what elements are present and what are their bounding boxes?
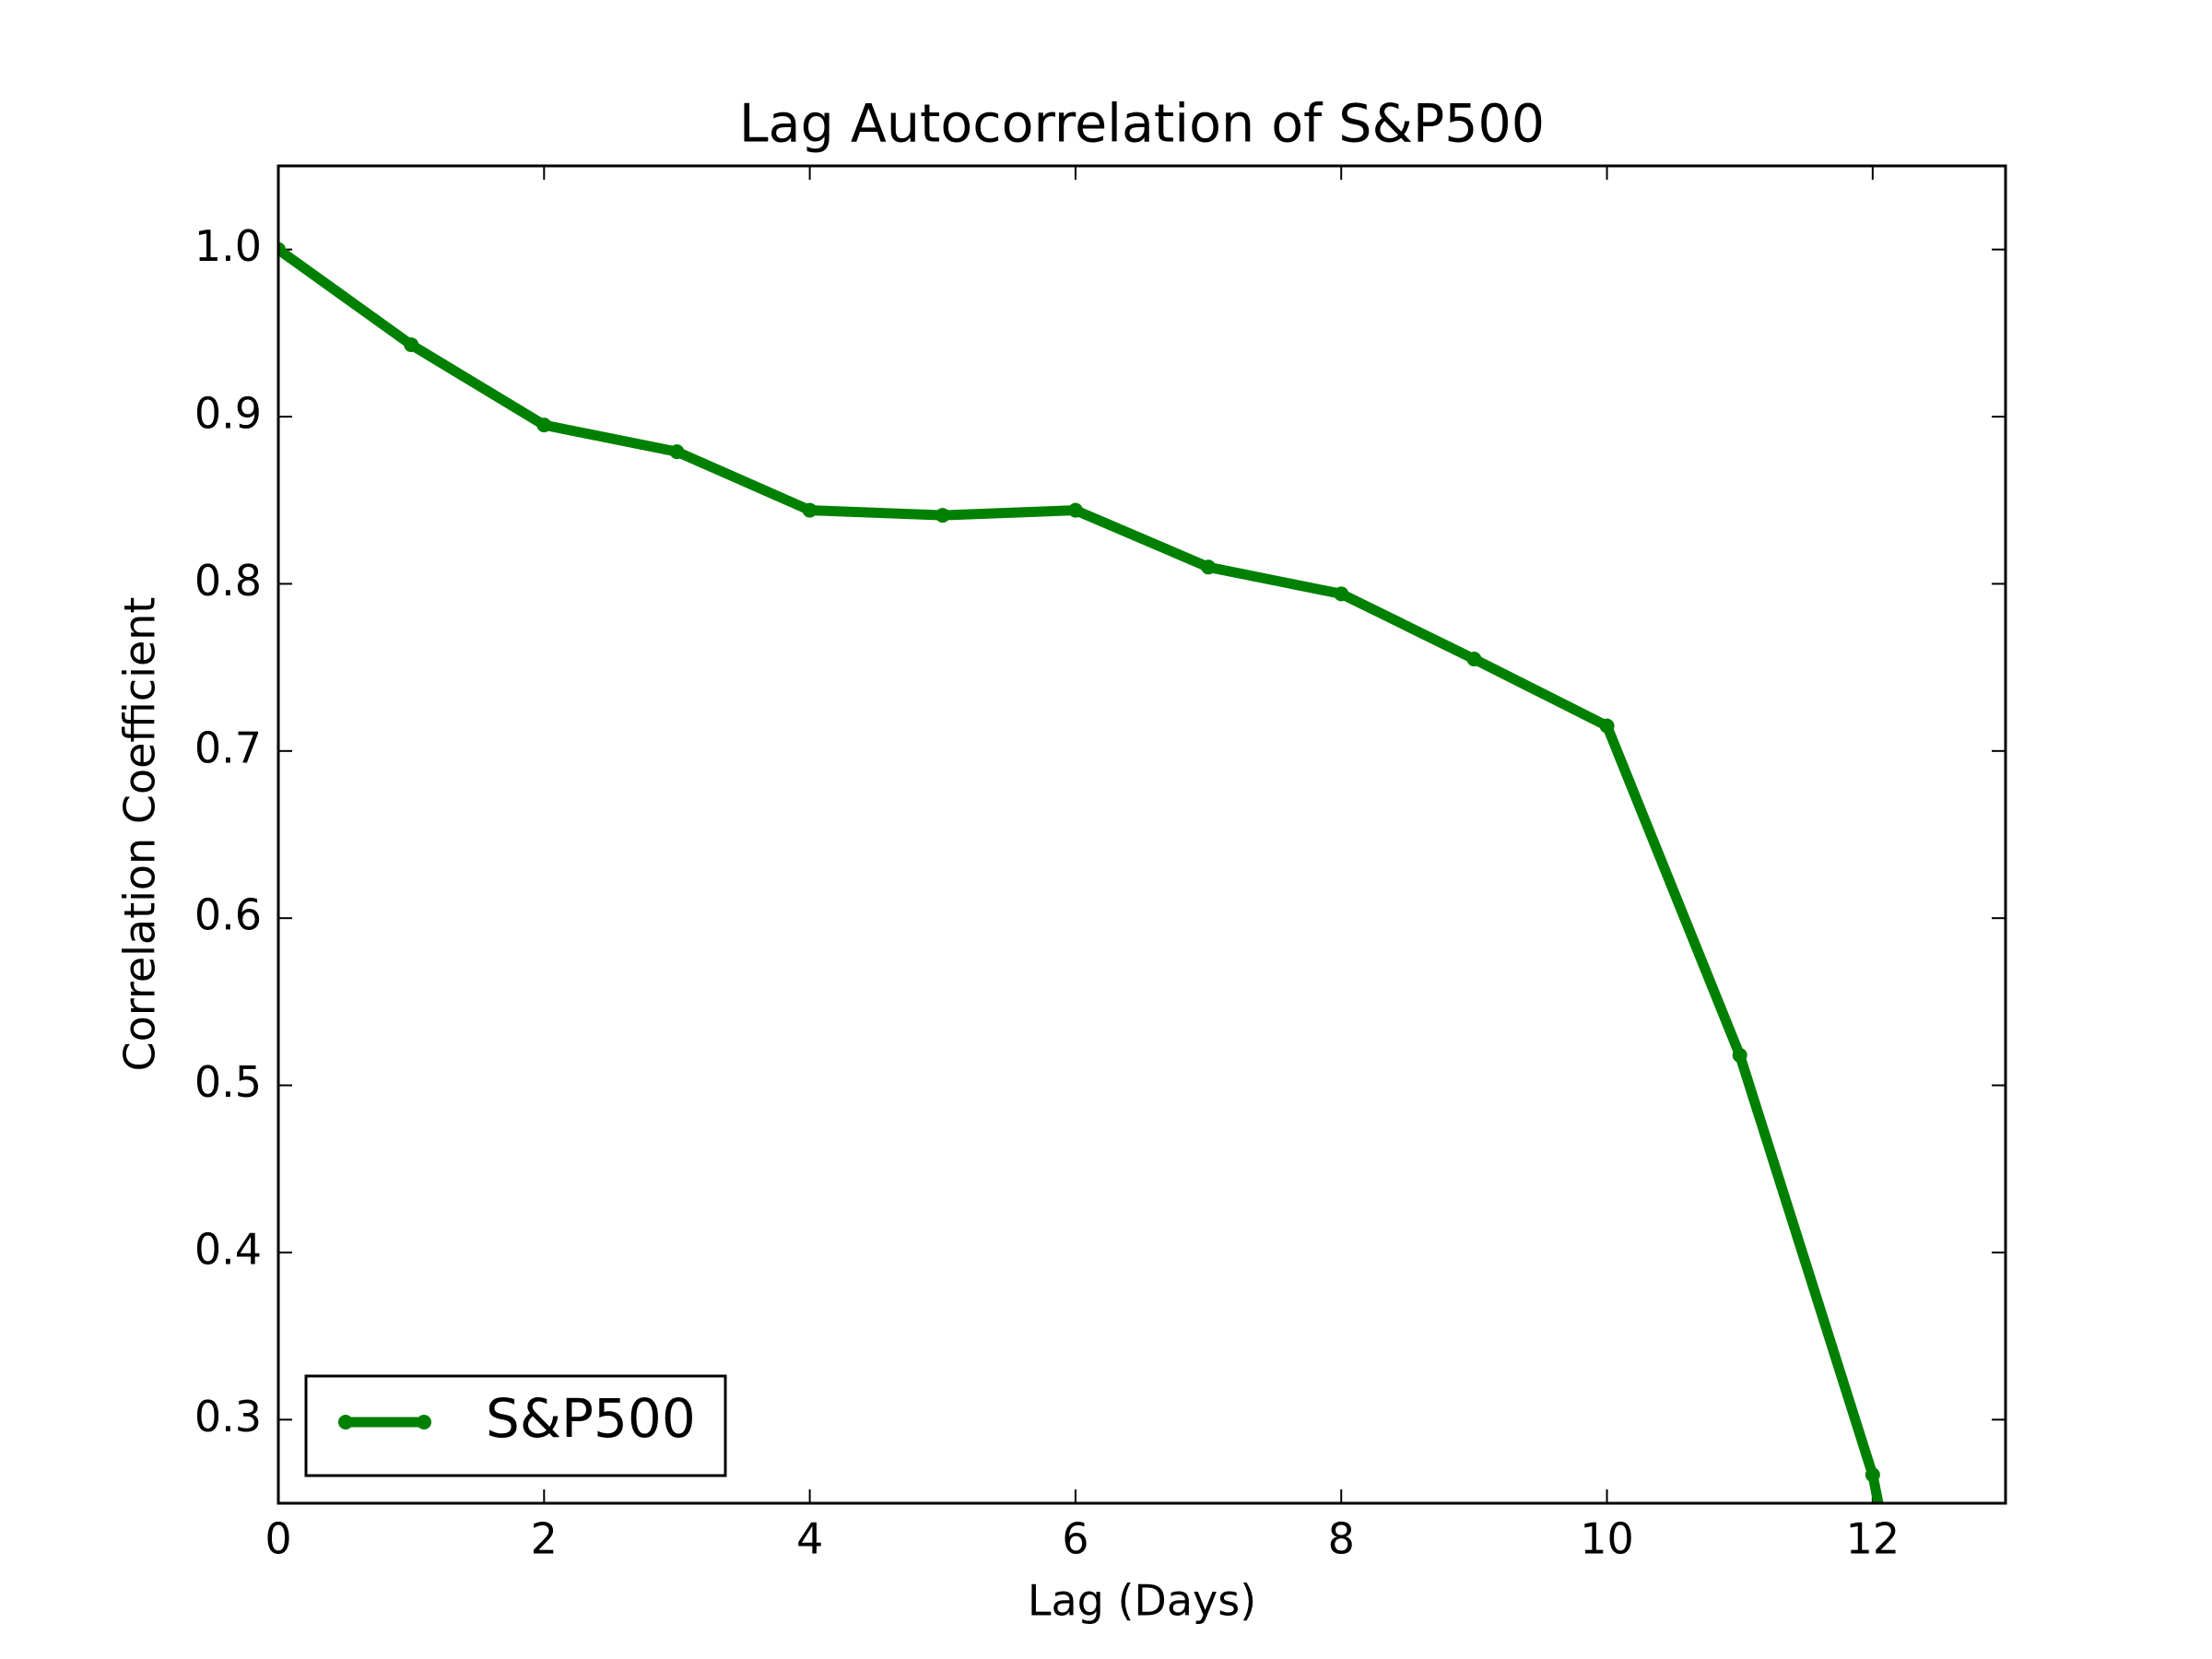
legend-label: S&P500: [486, 1387, 696, 1450]
data-point: [404, 337, 419, 353]
y-tick-label: 0.4: [194, 1224, 262, 1274]
data-point: [1067, 502, 1083, 518]
y-tick-label: 0.5: [194, 1057, 262, 1107]
y-tick-label: 0.9: [194, 389, 262, 439]
y-axis-label: Correlation Coefficient: [115, 597, 165, 1072]
x-tick-label: 10: [1580, 1514, 1634, 1564]
y-tick-label: 0.6: [194, 890, 262, 940]
x-tick-label: 4: [796, 1514, 823, 1564]
data-point: [669, 444, 685, 460]
data-point: [1201, 559, 1217, 575]
y-tick-label: 0.7: [194, 723, 262, 772]
x-tick-label: 6: [1062, 1514, 1088, 1564]
x-tick-label: 12: [1846, 1514, 1900, 1564]
y-tick-label: 0.3: [194, 1392, 262, 1441]
data-point: [278, 241, 286, 257]
y-tick-label: 1.0: [194, 221, 262, 271]
legend-marker: [417, 1415, 431, 1430]
data-point: [1599, 718, 1615, 734]
data-point: [1334, 586, 1349, 602]
y-tick-label: 0.8: [194, 556, 262, 606]
data-point: [935, 508, 950, 524]
x-axis-label: Lag (Days): [1028, 1576, 1256, 1626]
legend-marker: [338, 1415, 353, 1430]
data-point: [536, 418, 552, 433]
plot-frame: [276, 164, 2007, 1505]
x-tick-label: 0: [265, 1514, 291, 1564]
x-tick-label: 2: [531, 1514, 558, 1564]
data-line: [278, 245, 1884, 1503]
data-point: [1466, 652, 1482, 667]
data-point: [802, 502, 818, 518]
chart-title: Lag Autocorrelation of S&P500: [739, 94, 1545, 155]
data-point: [1865, 1467, 1880, 1483]
plot-area: [278, 241, 1884, 1503]
x-tick-label: 8: [1328, 1514, 1355, 1564]
data-point: [1732, 1047, 1747, 1063]
